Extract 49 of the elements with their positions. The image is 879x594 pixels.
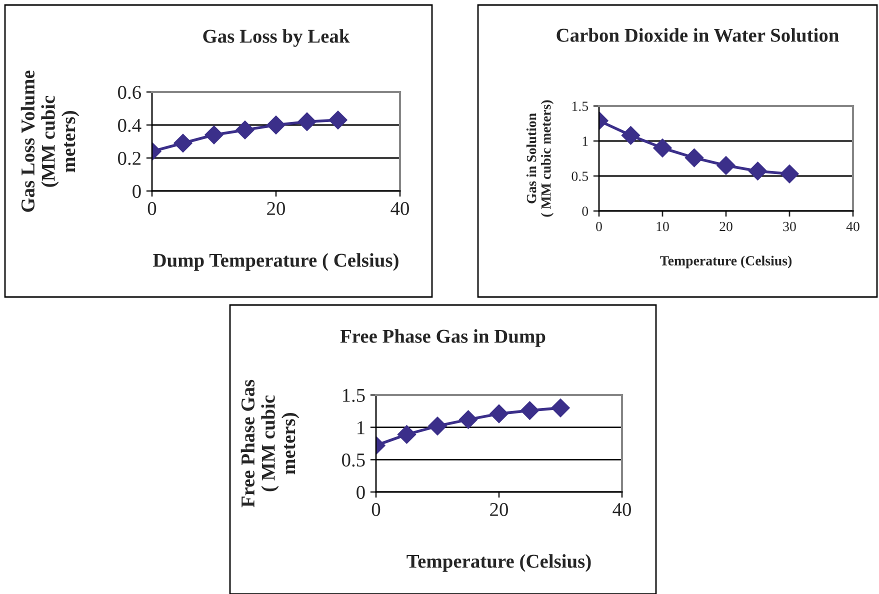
y-tick-label: 0.6 <box>118 86 142 100</box>
x-tick-label: 40 <box>846 222 860 232</box>
point <box>621 126 640 145</box>
x-tick-label: 30 <box>783 222 796 232</box>
y-tick-label: 1.5 <box>572 102 588 112</box>
x-axis-title: Temperature (Celsius) <box>406 554 591 572</box>
point <box>490 404 508 424</box>
point <box>716 156 736 175</box>
y-tick-label: 0.4 <box>118 118 142 132</box>
point <box>780 164 799 184</box>
point <box>236 120 254 140</box>
y-tick-label: 1 <box>582 136 588 146</box>
x-tick-label: 20 <box>490 502 508 516</box>
y-tick-label: 0 <box>132 184 141 198</box>
point <box>266 116 286 134</box>
x-tick-label: 0 <box>372 502 380 516</box>
point <box>428 416 447 436</box>
point <box>298 112 316 132</box>
y-tick-label: 0.2 <box>118 152 141 166</box>
y-axis-title: Gas Loss Volume (MM cubic meters) <box>20 70 80 212</box>
chart-title: Carbon Dioxide in Water Solution <box>556 28 839 42</box>
x-tick-label: 20 <box>720 222 732 232</box>
y-axis-title: Free Phase Gas ( MM cubic meters) <box>240 380 300 508</box>
point <box>204 126 224 144</box>
x-tick-label: 0 <box>148 202 156 216</box>
y-tick-label: 0 <box>356 486 365 499</box>
point <box>520 401 540 420</box>
x-tick-label: 40 <box>612 502 631 516</box>
y-tick-label: 0.5 <box>342 453 365 467</box>
y-tick-label: 0.5 <box>572 172 588 182</box>
point <box>684 148 704 168</box>
chart-title: Free Phase Gas in Dump <box>340 329 546 347</box>
y-tick-label: 1.5 <box>342 388 365 402</box>
point <box>328 110 348 130</box>
point <box>551 398 570 418</box>
point <box>174 134 192 153</box>
point <box>458 410 478 429</box>
y-axis-title: Gas in Solution ( MM cubic meters) <box>526 100 554 217</box>
x-tick-label: 0 <box>596 222 602 232</box>
x-axis-title: Temperature (Celsius) <box>660 256 792 268</box>
point <box>748 162 768 180</box>
point <box>653 138 672 158</box>
chart-title: Gas Loss by Leak <box>203 29 350 47</box>
y-tick-label: 1 <box>358 421 364 434</box>
x-tick-label: 10 <box>656 222 669 232</box>
x-tick-label: 20 <box>267 202 285 216</box>
x-axis-title: Dump Temperature ( Celsius) <box>153 253 398 271</box>
point <box>397 425 416 444</box>
x-tick-label: 40 <box>390 202 409 216</box>
